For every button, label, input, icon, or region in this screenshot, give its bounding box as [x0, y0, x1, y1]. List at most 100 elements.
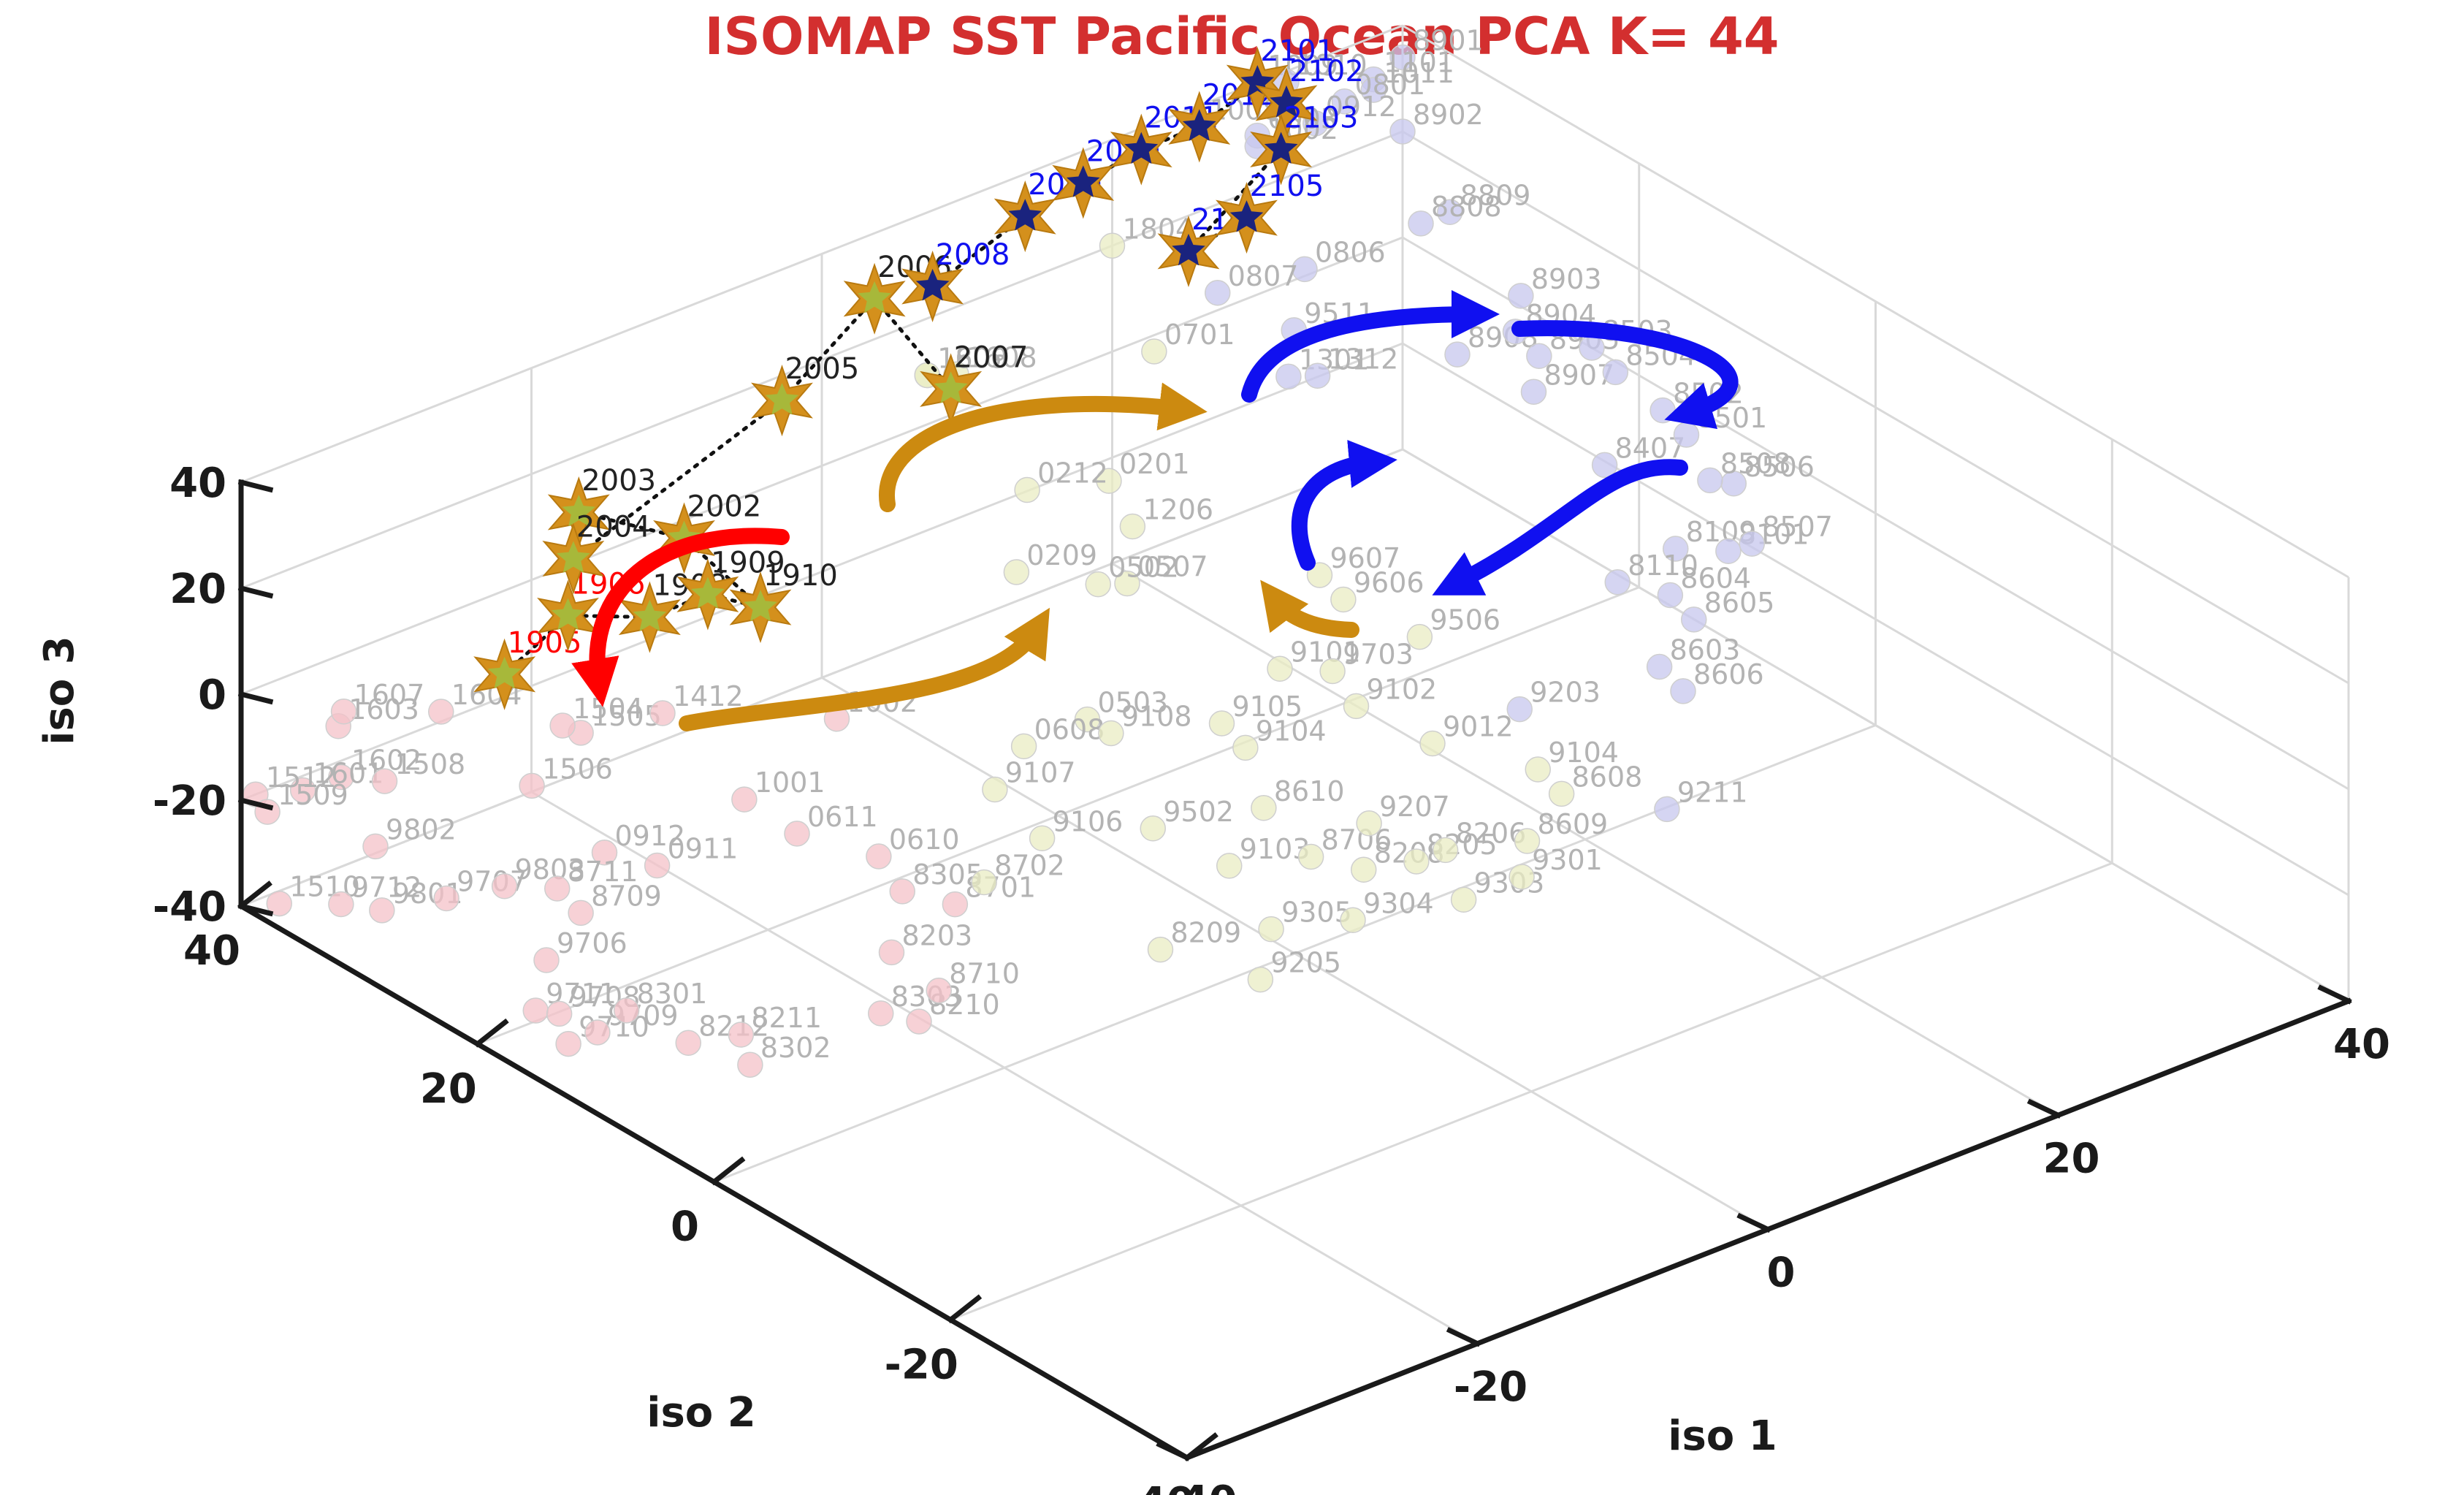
- data-point: [1331, 88, 1358, 115]
- trajectory-point-label: 1910: [763, 559, 838, 593]
- data-point: [982, 776, 1008, 803]
- star-marker-inner: [765, 383, 799, 415]
- y-tick: [473, 1018, 509, 1048]
- z-tick-label: 40: [169, 460, 226, 507]
- point-label: 0507: [1137, 551, 1208, 583]
- point-label: 8902: [1413, 99, 1484, 131]
- data-point: [1526, 343, 1552, 369]
- point-label: 1101: [1384, 47, 1454, 79]
- blue-arrow-right: [1511, 320, 1739, 430]
- axes-grid: [240, 24, 2350, 1459]
- data-point: [1681, 606, 1707, 633]
- point-label: 0503: [1098, 687, 1169, 719]
- data-point: [1251, 795, 1277, 821]
- data-point: [519, 772, 545, 799]
- blue-arrow-left: [1291, 440, 1397, 571]
- data-point: [1389, 118, 1416, 145]
- data-point: [1010, 733, 1037, 760]
- orange-arrow-top: [879, 382, 1208, 512]
- data-point: [1258, 916, 1284, 943]
- star-marker-inner: [858, 281, 891, 313]
- grid-line: [713, 724, 1877, 1183]
- point-label: 0911: [668, 833, 739, 865]
- data-point: [1074, 706, 1101, 733]
- data-point: [1319, 658, 1346, 685]
- x-tick: [2317, 984, 2352, 1005]
- data-point: [289, 777, 316, 804]
- point-label: 9205: [1270, 947, 1341, 979]
- point-label: 8809: [1460, 179, 1531, 211]
- star-marker-inner: [551, 598, 585, 630]
- data-point: [1654, 796, 1680, 823]
- data-point: [1506, 696, 1533, 723]
- blue-arrow-top: [1241, 290, 1500, 403]
- data-point: [1141, 338, 1167, 365]
- data-point: [1406, 623, 1433, 650]
- grid-line: [477, 586, 1640, 1046]
- point-label: 8609: [1538, 808, 1609, 840]
- point-label: 0610: [889, 823, 960, 856]
- grid-line: [1111, 562, 2059, 1117]
- data-point: [1343, 693, 1370, 720]
- point-label: 8709: [591, 880, 662, 912]
- star-marker-inner: [744, 590, 777, 622]
- data-point: [1432, 837, 1459, 864]
- point-label: 8603: [1670, 634, 1741, 666]
- data-point: [731, 786, 758, 813]
- data-point: [266, 890, 292, 917]
- data-point: [1520, 378, 1547, 405]
- data-point: [1297, 843, 1324, 870]
- point-label: 8508: [1720, 447, 1791, 479]
- point-label: 0209: [1026, 539, 1097, 571]
- trajectory-point-label: 2102: [1289, 55, 1364, 88]
- data-point: [728, 1022, 755, 1048]
- data-point: [613, 997, 640, 1024]
- point-label: 8903: [1531, 263, 1602, 295]
- point-label: 0912: [615, 820, 686, 852]
- point-label: 1509: [278, 779, 348, 811]
- star-marker-inner: [1008, 199, 1042, 231]
- point-label: 1001: [755, 766, 825, 799]
- data-point: [1119, 513, 1146, 540]
- z-tick: [237, 902, 274, 917]
- point-label: 9506: [1430, 604, 1500, 636]
- data-point: [1450, 886, 1477, 913]
- grid-line: [240, 130, 1403, 590]
- point-label: 8608: [1572, 761, 1643, 793]
- data-point: [1591, 452, 1618, 479]
- data-point: [1292, 256, 1318, 283]
- trajectory-point-label: 1909: [711, 546, 785, 579]
- data-point: [1205, 280, 1231, 306]
- star-marker-inner: [633, 599, 667, 631]
- data-point: [1340, 907, 1366, 933]
- data-point: [649, 700, 676, 726]
- point-label: 9105: [1232, 691, 1303, 723]
- point-label: 1608: [966, 341, 1037, 373]
- x-tick: [1446, 1327, 1481, 1347]
- star-marker-inner: [1264, 132, 1298, 164]
- data-point: [1275, 363, 1302, 390]
- data-point: [1014, 476, 1040, 503]
- data-point: [555, 1030, 581, 1057]
- data-point: [362, 833, 389, 860]
- point-label: 8506: [1744, 451, 1815, 483]
- z-tick: [237, 479, 274, 493]
- point-label: 0502: [1108, 552, 1179, 584]
- point-label: 1504: [573, 693, 644, 725]
- x-tick: [2026, 1098, 2062, 1119]
- data-point: [1360, 77, 1387, 103]
- point-label: 1603: [348, 693, 419, 726]
- point-label: 1312: [1328, 343, 1399, 375]
- point-label: 8901: [1413, 25, 1484, 57]
- data-point: [1673, 422, 1700, 448]
- point-label: 0806: [1315, 236, 1386, 268]
- data-point: [866, 843, 892, 870]
- point-label: 9211: [1677, 776, 1748, 808]
- y-tick-label: 0: [671, 1203, 699, 1251]
- y-tick: [710, 1156, 746, 1186]
- point-label: 0807: [1228, 260, 1299, 292]
- z-tick: [237, 585, 274, 599]
- data-point: [1514, 828, 1541, 854]
- y-tick-label: -40: [1121, 1479, 1194, 1495]
